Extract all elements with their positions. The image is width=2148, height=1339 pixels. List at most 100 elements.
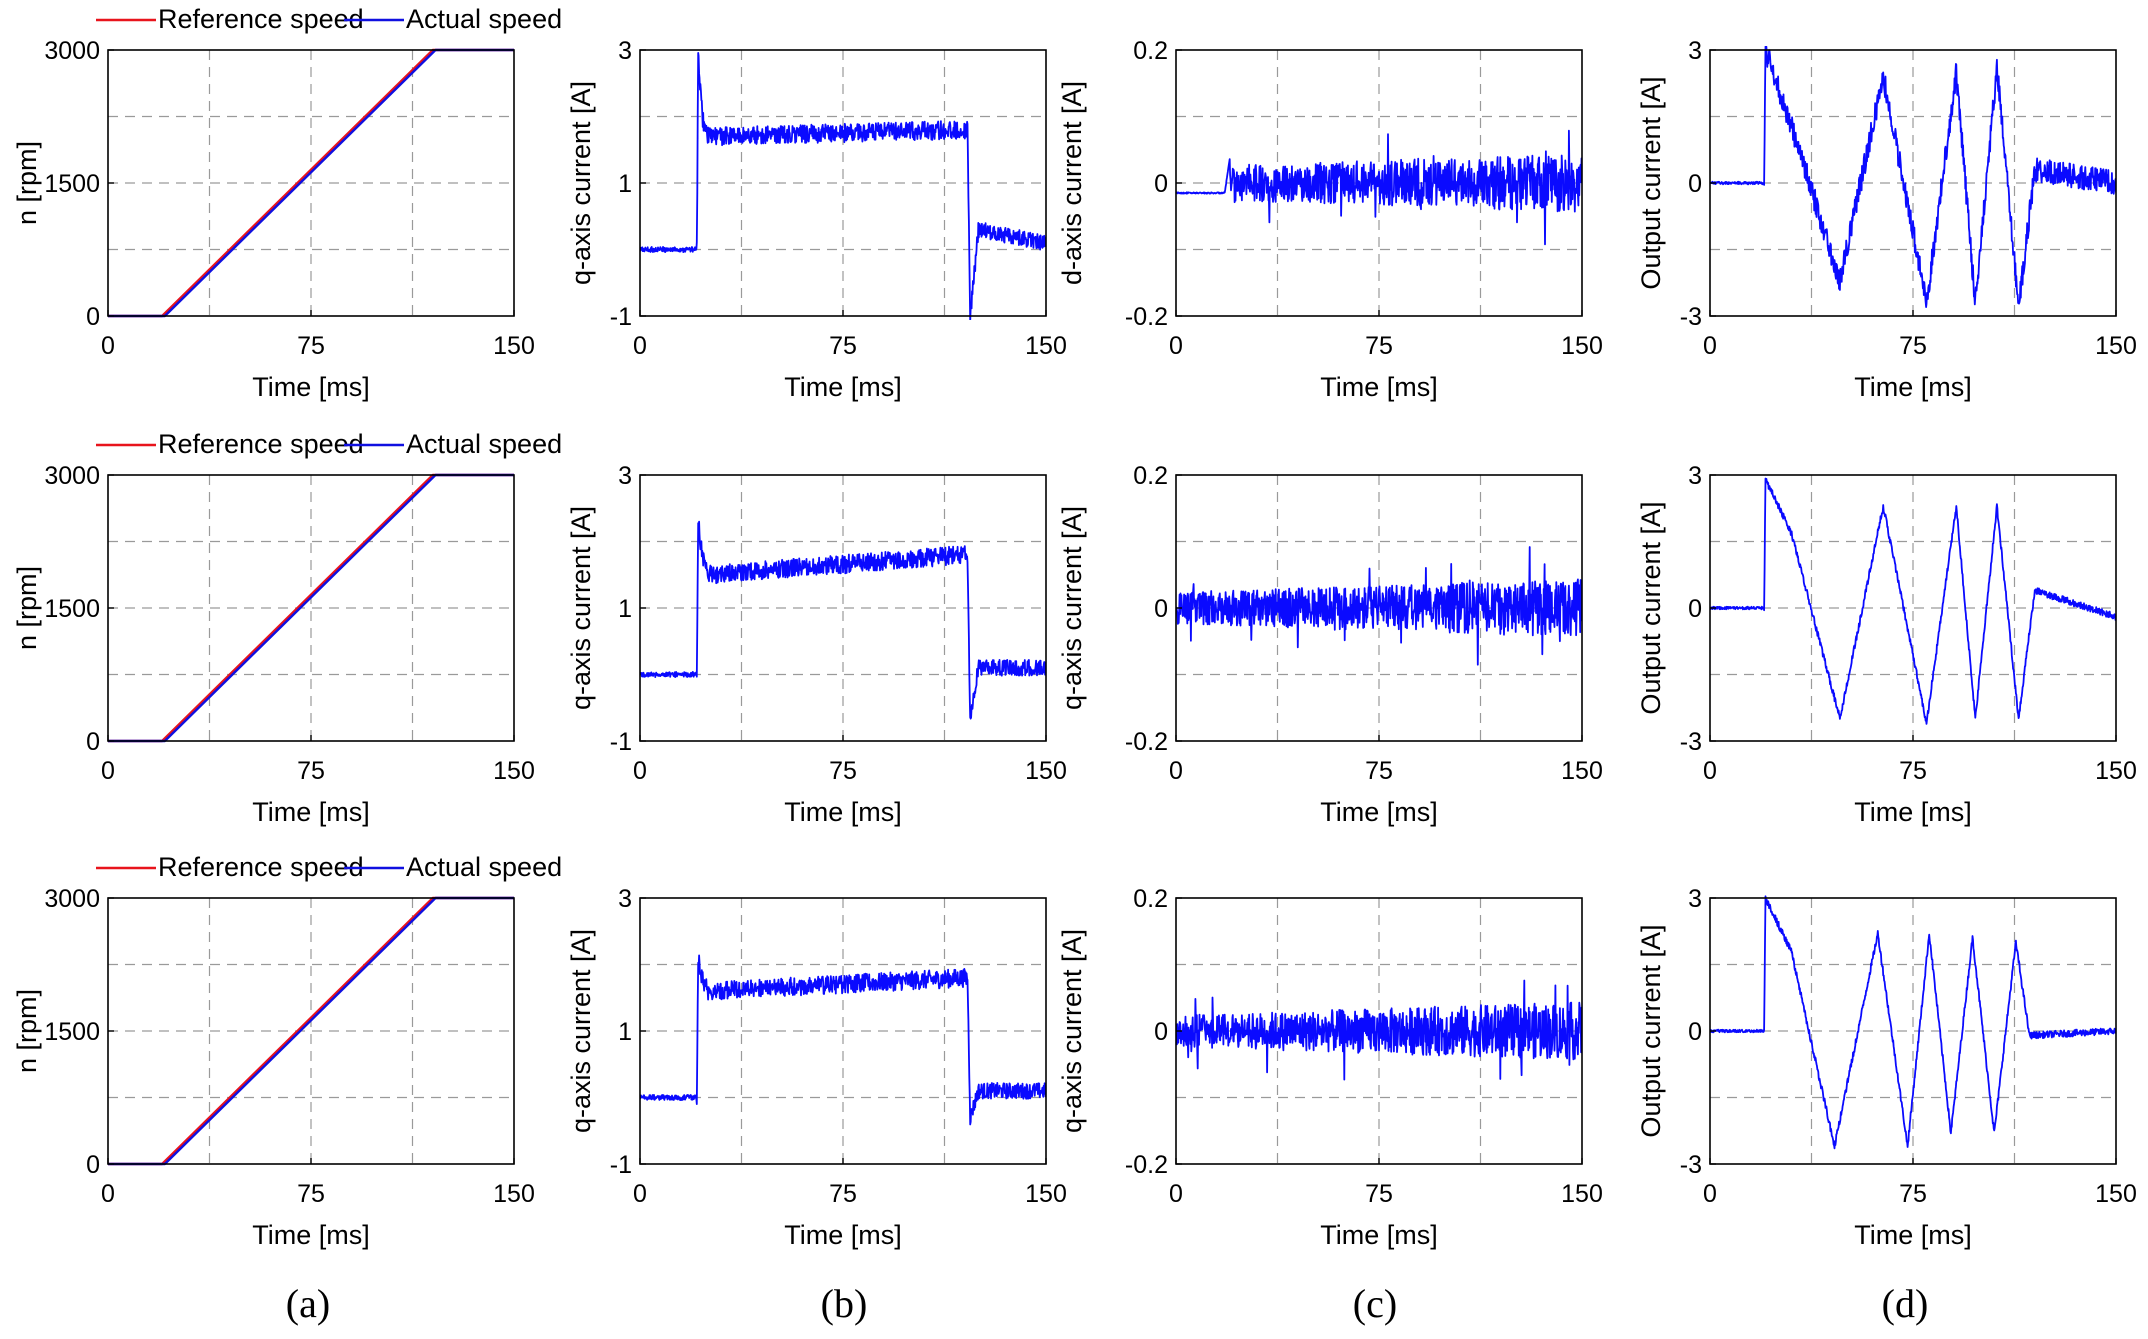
y-tick-label: 3 <box>618 885 632 913</box>
x-tick-label: 75 <box>829 1180 857 1208</box>
x-tick-label: 0 <box>633 332 647 360</box>
y-tick-label: -1 <box>610 728 632 756</box>
x-axis-label: Time [ms] <box>1854 372 1972 402</box>
y-tick-label: 0.2 <box>1133 462 1168 490</box>
y-tick-label: 0 <box>1154 170 1168 198</box>
y-axis-label: Output current [A] <box>1636 924 1666 1137</box>
y-tick-label: 0 <box>86 728 100 756</box>
legend-label: Actual speed <box>406 4 562 34</box>
y-tick-label: 0 <box>86 1151 100 1179</box>
y-tick-label: -3 <box>1680 1151 1702 1179</box>
x-tick-label: 75 <box>297 332 325 360</box>
x-tick-label: 75 <box>1899 1180 1927 1208</box>
y-tick-label: 0 <box>1154 595 1168 623</box>
series-line <box>640 954 1046 1126</box>
y-axis-label: q-axis current [A] <box>566 506 596 710</box>
x-tick-label: 150 <box>493 757 535 785</box>
y-tick-label: -1 <box>610 1151 632 1179</box>
x-axis-label: Time [ms] <box>1854 1220 1972 1250</box>
x-tick-label: 0 <box>633 757 647 785</box>
series-line <box>1710 46 2116 308</box>
y-tick-label: 3 <box>1688 37 1702 65</box>
y-tick-label: 1500 <box>44 1018 100 1046</box>
y-tick-label: 0 <box>1688 170 1702 198</box>
x-tick-label: 0 <box>1169 1180 1183 1208</box>
series-group <box>640 52 1046 320</box>
x-tick-label: 150 <box>2095 1180 2137 1208</box>
series-group <box>640 520 1046 720</box>
series-line <box>640 520 1046 720</box>
x-tick-label: 0 <box>101 332 115 360</box>
legend-label: Actual speed <box>406 429 562 459</box>
x-tick-label: 75 <box>829 757 857 785</box>
x-tick-label: 150 <box>1561 332 1603 360</box>
series-group <box>1710 46 2116 308</box>
x-tick-label: 0 <box>633 1180 647 1208</box>
x-tick-label: 0 <box>1703 1180 1717 1208</box>
y-tick-label: 1 <box>618 595 632 623</box>
series-line <box>1176 546 1582 666</box>
x-tick-label: 75 <box>1365 1180 1393 1208</box>
y-tick-label: 0 <box>1154 1018 1168 1046</box>
series-group <box>1176 979 1582 1081</box>
y-axis-label: q-axis current [A] <box>1057 506 1087 710</box>
series-group <box>1710 477 2116 725</box>
x-axis-label: Time [ms] <box>1320 372 1438 402</box>
caption-a: (a) <box>286 1281 330 1326</box>
x-tick-label: 150 <box>2095 757 2137 785</box>
chart-b2: 0 75 150 -1 1 3 Time [ms] q-axis current [A] <box>566 462 1067 827</box>
x-axis-label: Time [ms] <box>252 372 370 402</box>
x-axis-label: Time [ms] <box>252 1220 370 1250</box>
legend: Reference speed Actual speed <box>96 4 562 34</box>
series-line <box>640 52 1046 320</box>
x-tick-label: 0 <box>101 757 115 785</box>
chart-b3: 0 75 150 -1 1 3 Time [ms] q-axis current [A] <box>566 885 1067 1250</box>
caption-c: (c) <box>1353 1281 1397 1326</box>
x-tick-label: 0 <box>101 1180 115 1208</box>
y-tick-label: 0 <box>1688 1018 1702 1046</box>
y-tick-label: 3 <box>618 462 632 490</box>
captions: (a) (b) (c) (d) <box>286 1281 1929 1326</box>
series-line <box>1176 129 1582 246</box>
x-tick-label: 0 <box>1703 332 1717 360</box>
series-group <box>1710 895 2116 1150</box>
y-tick-label: 1 <box>618 170 632 198</box>
y-tick-label: -3 <box>1680 728 1702 756</box>
x-tick-label: 0 <box>1169 757 1183 785</box>
x-tick-label: 75 <box>1365 757 1393 785</box>
y-axis-label: Output current [A] <box>1636 501 1666 714</box>
y-axis-label: q-axis current [A] <box>1057 929 1087 1133</box>
series-line <box>1710 895 2116 1150</box>
y-tick-label: 3000 <box>44 37 100 65</box>
y-tick-label: -1 <box>610 303 632 331</box>
y-axis-label: d-axis current [A] <box>1057 81 1087 285</box>
y-tick-label: 3 <box>618 37 632 65</box>
y-tick-label: 1 <box>618 1018 632 1046</box>
x-axis-label: Time [ms] <box>252 797 370 827</box>
y-axis-label: n [rpm] <box>12 989 42 1073</box>
x-axis-label: Time [ms] <box>1320 797 1438 827</box>
y-tick-label: 0 <box>1688 595 1702 623</box>
y-tick-label: 3 <box>1688 462 1702 490</box>
x-axis-label: Time [ms] <box>784 372 902 402</box>
x-axis-label: Time [ms] <box>1320 1220 1438 1250</box>
x-tick-label: 150 <box>1561 1180 1603 1208</box>
legend-label: Reference speed <box>158 4 364 34</box>
y-axis-label: n [rpm] <box>12 141 42 225</box>
legend: Reference speed Actual speed <box>96 429 562 459</box>
legend-label: Reference speed <box>158 852 364 882</box>
series-line <box>1710 477 2116 725</box>
series-line <box>1176 979 1582 1081</box>
legend-label: Actual speed <box>406 852 562 882</box>
x-tick-label: 150 <box>1025 1180 1067 1208</box>
x-tick-label: 150 <box>493 332 535 360</box>
caption-d: (d) <box>1882 1281 1929 1326</box>
